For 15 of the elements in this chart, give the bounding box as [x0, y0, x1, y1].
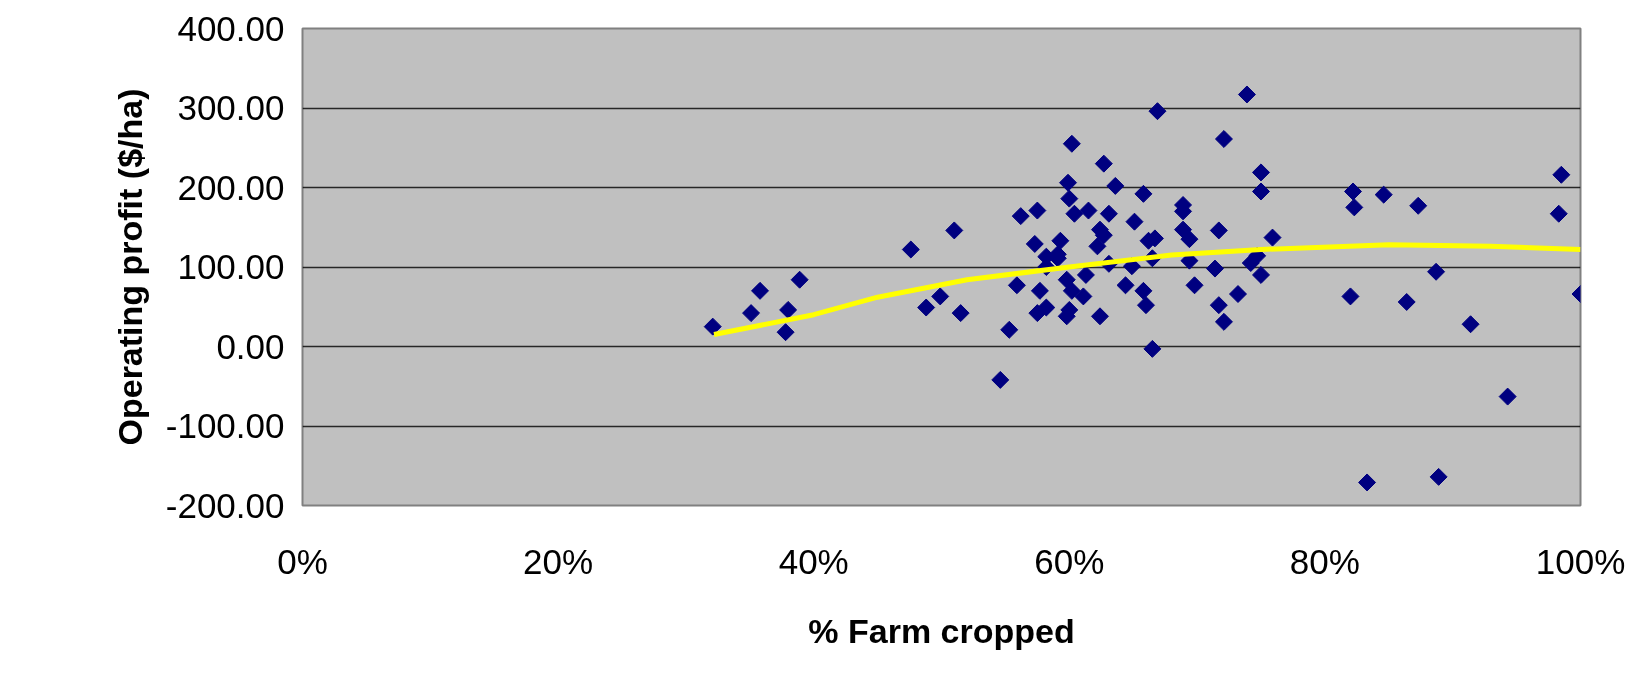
x-tick-label: 20% [523, 541, 594, 581]
y-tick-label: -200.00 [165, 485, 285, 525]
x-tick-label: 60% [1034, 541, 1105, 581]
y-tick-label: 400.00 [177, 8, 285, 48]
y-tick-label: 300.00 [177, 88, 285, 127]
y-tick-label: -100.00 [165, 406, 285, 445]
x-tick-label: 80% [1289, 541, 1360, 581]
x-tick-label: 40% [778, 541, 849, 581]
x-axis-title: % Farm cropped [808, 611, 1075, 650]
y-axis-title: Operating profit ($/ha) [110, 88, 149, 446]
y-tick-label: 100.00 [177, 247, 285, 286]
x-tick-label: 100% [1535, 541, 1626, 581]
y-tick-label: 200.00 [177, 167, 285, 207]
y-tick-label: 0.00 [216, 326, 285, 366]
x-tick-label: 0% [277, 541, 328, 581]
